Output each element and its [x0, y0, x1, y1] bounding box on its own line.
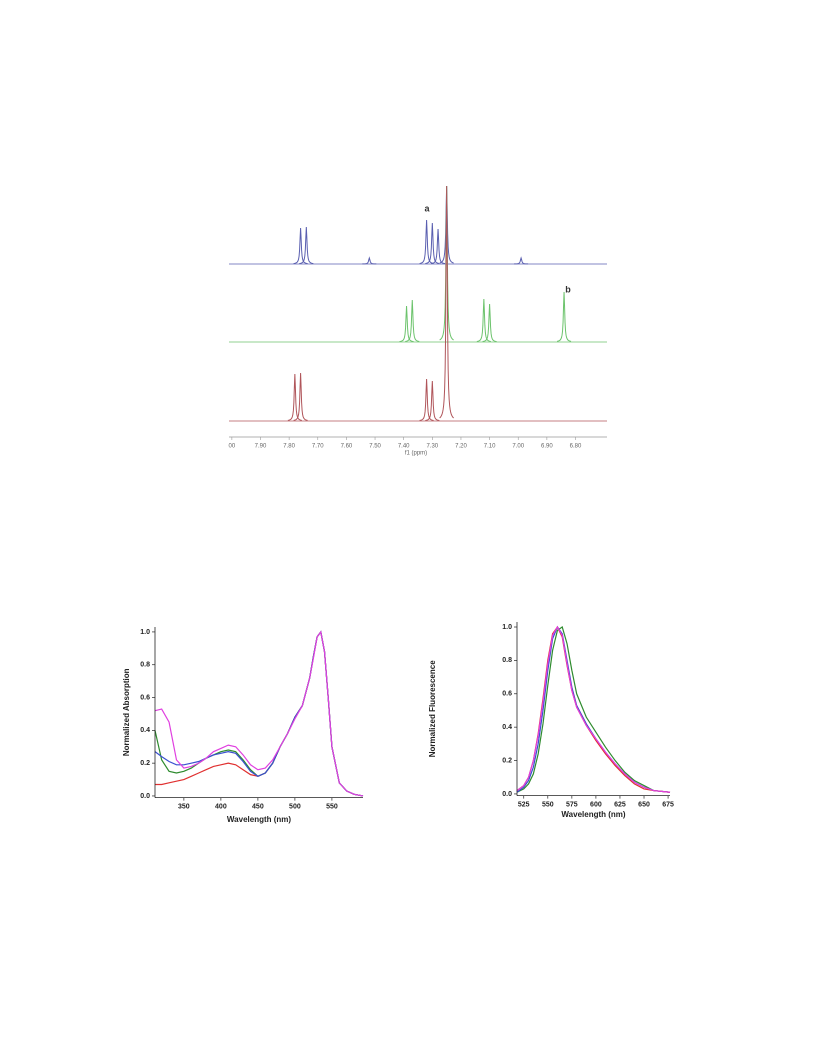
peak: [287, 373, 302, 421]
x-tick-label: 7.00: [512, 444, 524, 450]
x-tick-label: 7.60: [341, 444, 353, 450]
annotation: a: [424, 203, 430, 213]
x-tick-label: 525: [518, 801, 530, 808]
line-series: [516, 626, 671, 793]
y-tick-label: 0.2: [140, 760, 150, 767]
x-tick-label: 7.50: [369, 444, 381, 450]
y-axis-label: Normalized Fluorescence: [428, 660, 437, 757]
peak: [293, 227, 308, 265]
x-tick-label: 350: [178, 803, 190, 810]
y-tick-label: 0.4: [140, 727, 150, 734]
y-tick-label: 1.0: [502, 624, 512, 631]
x-tick-label: 7.70: [312, 444, 324, 450]
line-series: [154, 630, 364, 797]
peak: [476, 298, 491, 342]
x-tick-label: 600: [590, 801, 602, 808]
peak: [430, 228, 446, 265]
peak: [425, 380, 440, 421]
peak: [425, 222, 440, 264]
x-tick-label: 450: [252, 803, 264, 810]
x-axis-label: Wavelength (nm): [227, 815, 291, 824]
y-axis-label: Normalized Absorption: [122, 668, 131, 756]
x-axis-label: f1 (ppm): [405, 451, 427, 457]
x-tick-label: 625: [614, 801, 626, 808]
x-tick-label: 7.80: [283, 444, 295, 450]
peak: [399, 305, 414, 343]
peak: [299, 226, 314, 265]
peak: [405, 299, 420, 342]
x-tick-label: 7.90: [255, 444, 267, 450]
line-series: [516, 625, 671, 793]
x-tick-label: 00: [229, 444, 236, 450]
line-series: [154, 630, 364, 797]
peak: [293, 372, 308, 421]
x-tick-label: 6.80: [570, 444, 582, 450]
annotation: b: [565, 284, 571, 294]
peak: [419, 219, 434, 264]
y-tick-label: 0.8: [502, 657, 512, 664]
y-tick-label: 0.6: [140, 694, 150, 701]
peak: [439, 185, 454, 419]
y-tick-label: 0.6: [502, 691, 512, 698]
y-tick-label: 0.8: [140, 662, 150, 669]
peak: [482, 303, 497, 343]
x-tick-label: 7.10: [484, 444, 496, 450]
x-tick-label: 7.20: [455, 444, 467, 450]
line-series: [155, 630, 364, 797]
y-tick-label: 0.0: [502, 791, 512, 798]
line-series: [516, 625, 671, 793]
peak: [556, 291, 572, 342]
peak: [419, 378, 434, 421]
peak: [514, 256, 529, 265]
x-tick-label: 675: [662, 801, 674, 808]
line-series: [154, 630, 364, 797]
y-tick-label: 0.4: [502, 724, 512, 731]
x-tick-label: 7.40: [398, 444, 410, 450]
x-tick-label: 6.90: [541, 444, 553, 450]
x-tick-label: 550: [542, 801, 554, 808]
x-tick-label: 400: [215, 803, 227, 810]
y-tick-label: 0.2: [502, 757, 512, 764]
x-tick-label: 575: [566, 801, 578, 808]
x-tick-label: 7.30: [426, 444, 438, 450]
y-tick-label: 0.0: [140, 793, 150, 800]
peak: [362, 256, 377, 265]
x-tick-label: 550: [326, 803, 338, 810]
line-series: [516, 625, 671, 793]
y-tick-label: 1.0: [140, 629, 150, 636]
x-tick-label: 500: [289, 803, 301, 810]
x-axis-label: Wavelength (nm): [561, 810, 625, 819]
x-tick-label: 650: [638, 801, 650, 808]
